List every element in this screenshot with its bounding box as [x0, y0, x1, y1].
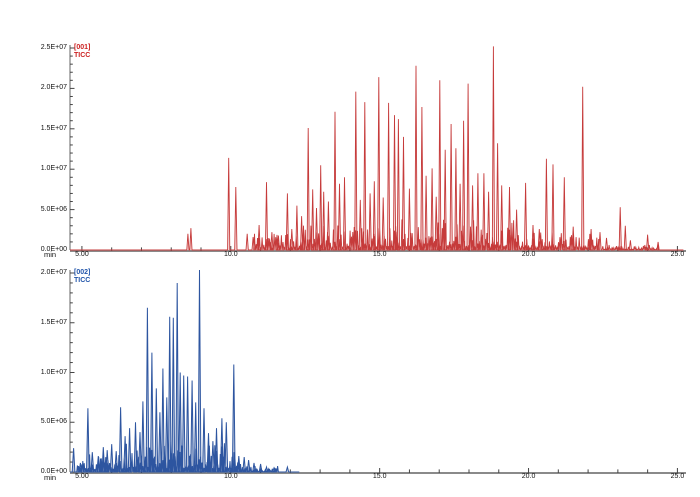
series-label-002: [002] TICC [74, 269, 90, 285]
y-tick-label: 2.0E+07 [40, 269, 67, 276]
x-axis-unit-label-top: min [44, 250, 57, 259]
y-tick-label: 1.0E+07 [40, 165, 67, 173]
series-label-001: [001] TICC [74, 44, 90, 60]
y-tick-label: 0.0E+00 [40, 246, 67, 253]
x-tick-label: 5.00 [75, 251, 89, 258]
series-name-002: TICC [74, 277, 91, 284]
x-tick-label: 25.0 [670, 473, 685, 480]
y-tick-label: 1.5E+07 [40, 124, 67, 132]
y-tick-label: 2.5E+07 [40, 44, 67, 51]
trace-fill-[001] [70, 46, 684, 251]
x-tick-label: 20.0 [521, 473, 536, 480]
y-tick-label: 5.0E+06 [40, 205, 67, 213]
series-id-002: [002] [74, 269, 91, 276]
x-tick-label: 15.0 [372, 251, 387, 258]
x-tick-label: 5.00 [75, 473, 89, 480]
trace-line-[002][interactable] [70, 269, 300, 473]
x-tick-label: 10.0 [223, 251, 238, 258]
x-tick-label: 25.0 [670, 251, 685, 258]
x-axis-unit-label-bottom: min [44, 473, 57, 482]
trace-line-[001][interactable] [70, 46, 684, 252]
y-tick-label: 1.5E+07 [40, 318, 67, 326]
y-tick-label: 2.0E+07 [40, 84, 67, 92]
y-tick-label: 1.0E+07 [40, 368, 67, 376]
y-tick-label: 0.0E+00 [40, 468, 67, 475]
series-name-001: TICC [74, 52, 91, 59]
x-tick-label: 20.0 [521, 251, 536, 258]
x-tick-label: 15.0 [372, 473, 387, 480]
x-tick-label: 10.0 [223, 473, 238, 480]
series-id-001: [001] [74, 44, 91, 51]
y-tick-label: 5.0E+06 [40, 418, 67, 426]
